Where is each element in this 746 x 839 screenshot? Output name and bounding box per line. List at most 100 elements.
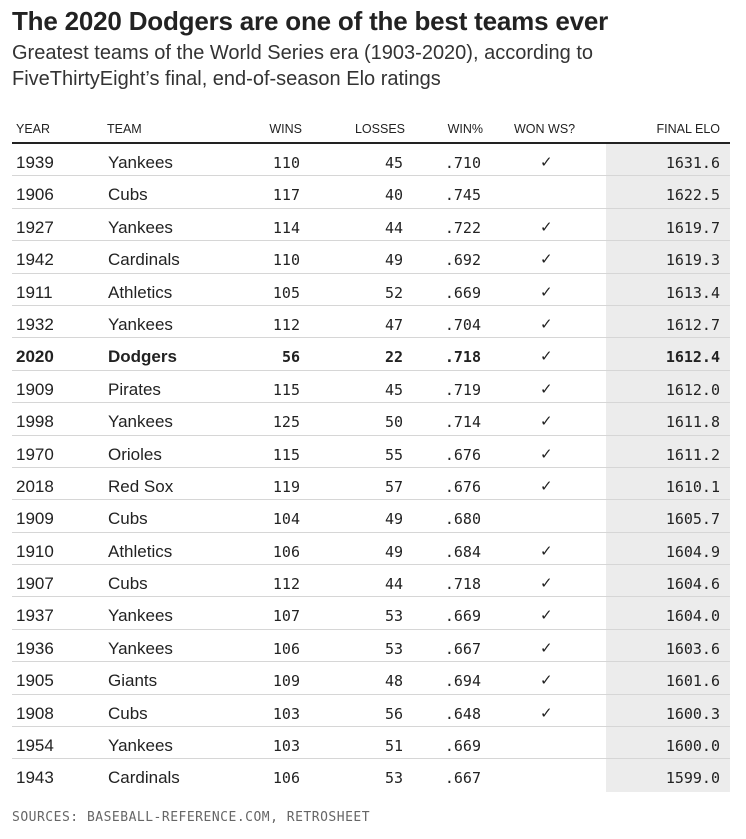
- table-row: 1906 Cubs 117 40 .745 1622.5: [12, 176, 730, 209]
- header-final-elo: FINAL ELO: [656, 122, 720, 136]
- cell-team: Cardinals: [108, 250, 180, 270]
- cell-won-ws-check-icon: ✓: [540, 250, 553, 269]
- cell-won-ws-check-icon: ✓: [540, 606, 553, 625]
- cell-wins: 112: [272, 575, 300, 594]
- cell-final-elo: 1612.0: [665, 380, 720, 399]
- cell-team: Pirates: [108, 379, 161, 399]
- cell-won-ws-check-icon: ✓: [540, 314, 553, 333]
- cell-win-pct: .676: [444, 477, 481, 496]
- cell-losses: 47: [384, 315, 403, 334]
- cell-wins: 110: [272, 154, 300, 172]
- table-row: 1939 Yankees 110 45 .710 ✓ 1631.6: [12, 144, 730, 177]
- cell-win-pct: .669: [444, 737, 481, 756]
- cell-year: 1905: [16, 671, 54, 691]
- cell-losses: 52: [384, 283, 403, 302]
- header-team: TEAM: [107, 122, 142, 136]
- table-row: 1943 Cardinals 106 53 .667 1599.0: [12, 759, 730, 791]
- cell-won-ws-check-icon: ✓: [540, 541, 553, 560]
- cell-final-elo: 1619.7: [665, 218, 720, 237]
- cell-losses: 49: [384, 510, 403, 529]
- cell-won-ws-check-icon: ✓: [540, 217, 553, 236]
- cell-year: 1909: [16, 509, 54, 529]
- cell-won-ws-check-icon: ✓: [540, 671, 553, 690]
- cell-team: Athletics: [108, 282, 173, 302]
- cell-final-elo: 1604.6: [665, 575, 720, 594]
- cell-win-pct: .669: [444, 283, 481, 302]
- cell-losses: 45: [384, 380, 403, 399]
- cell-team: Yankees: [108, 314, 173, 334]
- cell-final-elo: 1611.8: [665, 413, 720, 432]
- cell-win-pct: .704: [444, 315, 481, 334]
- cell-year: 1937: [16, 606, 54, 626]
- cell-win-pct: .694: [444, 672, 481, 691]
- cell-won-ws-check-icon: ✓: [540, 638, 553, 657]
- cell-win-pct: .669: [444, 607, 481, 626]
- cell-team: Giants: [108, 671, 158, 691]
- cell-win-pct: .718: [444, 575, 481, 594]
- cell-wins: 103: [272, 737, 300, 756]
- cell-win-pct: .714: [444, 413, 481, 432]
- cell-final-elo: 1619.3: [665, 251, 720, 270]
- cell-losses: 48: [384, 672, 403, 691]
- table-body: 1939 Yankees 110 45 .710 ✓ 1631.6 1906 Cubs 117 40…: [12, 144, 730, 792]
- cell-win-pct: .722: [444, 218, 481, 237]
- cell-win-pct: .684: [444, 542, 481, 561]
- header-wins: WINS: [269, 122, 302, 136]
- chart-title: The 2020 Dodgers are one of the best tea…: [12, 6, 609, 36]
- cell-final-elo: 1601.6: [665, 672, 720, 691]
- cell-wins: 106: [272, 542, 300, 561]
- cell-win-pct: .710: [444, 154, 481, 172]
- cell-year: 1943: [16, 768, 54, 788]
- cell-win-pct: .680: [444, 510, 481, 529]
- table-row: 1998 Yankees 125 50 .714 ✓ 1611.8: [12, 403, 730, 436]
- cell-year: 1911: [16, 282, 53, 302]
- cell-year: 1936: [16, 638, 54, 658]
- cell-team: Yankees: [108, 606, 173, 626]
- cell-win-pct: .719: [444, 380, 481, 399]
- cell-wins: 106: [272, 639, 300, 658]
- cell-losses: 49: [384, 251, 403, 270]
- cell-final-elo: 1600.3: [665, 704, 720, 723]
- cell-year: 1908: [16, 703, 54, 723]
- cell-wins: 107: [272, 607, 300, 626]
- cell-losses: 51: [384, 737, 403, 756]
- cell-wins: 110: [272, 251, 300, 270]
- cell-losses: 22: [384, 348, 403, 367]
- cell-team: Cubs: [108, 703, 148, 723]
- cell-team: Cubs: [108, 185, 148, 205]
- table-row: 2018 Red Sox 119 57 .676 ✓ 1610.1: [12, 468, 730, 501]
- cell-win-pct: .648: [444, 704, 481, 723]
- cell-won-ws-check-icon: ✓: [540, 444, 553, 463]
- cell-team: Yankees: [108, 217, 173, 237]
- table-row: 1911 Athletics 105 52 .669 ✓ 1613.4: [12, 274, 730, 306]
- cell-won-ws-check-icon: ✓: [540, 412, 553, 431]
- cell-final-elo: 1605.7: [665, 510, 720, 529]
- cell-final-elo: 1600.0: [665, 737, 720, 756]
- table-row: 1970 Orioles 115 55 .676 ✓ 1611.2: [12, 436, 730, 468]
- cell-win-pct: .692: [444, 251, 481, 270]
- cell-wins: 104: [272, 510, 300, 529]
- cell-wins: 103: [272, 704, 300, 723]
- cell-year: 1910: [16, 541, 54, 561]
- cell-year: 1927: [16, 217, 54, 237]
- header-win-pct: WIN%: [447, 122, 483, 136]
- cell-win-pct: .718: [444, 348, 481, 367]
- cell-won-ws-check-icon: ✓: [540, 379, 553, 398]
- header-won-ws: WON WS?: [514, 122, 576, 136]
- cell-won-ws-check-icon: ✓: [540, 347, 553, 366]
- cell-losses: 56: [384, 704, 403, 723]
- chart-subtitle: Greatest teams of the World Series era (…: [12, 42, 594, 90]
- cell-won-ws-check-icon: ✓: [540, 476, 553, 495]
- cell-year: 1998: [16, 412, 54, 432]
- header-losses: LOSSES: [354, 122, 405, 136]
- cell-team: Yankees: [108, 736, 173, 756]
- cell-team: Red Sox: [108, 476, 174, 496]
- cell-year: 1970: [16, 444, 54, 464]
- table-row: 1909 Pirates 115 45 .719 ✓ 1612.0: [12, 371, 730, 404]
- source-note: SOURCES: BASEBALL-REFERENCE.COM, RETROSH…: [12, 810, 371, 825]
- table-row: 1910 Athletics 106 49 .684 ✓ 1604.9: [12, 533, 730, 566]
- cell-team: Dodgers: [108, 347, 177, 367]
- cell-losses: 53: [384, 769, 403, 788]
- table-row: 1942 Cardinals 110 49 .692 ✓ 1619.3: [12, 241, 730, 274]
- cell-wins: 115: [272, 445, 300, 464]
